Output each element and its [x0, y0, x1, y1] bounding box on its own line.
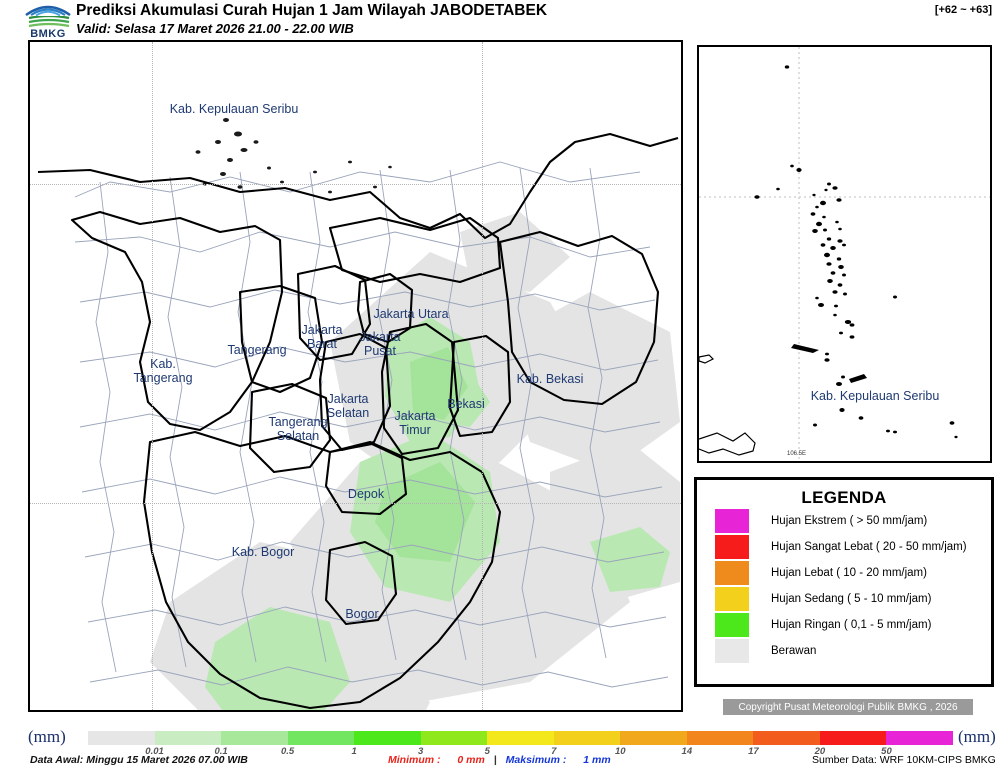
legend-row-hujan-ekstrem: Hujan Ekstrem ( > 50 mm/jam) [715, 508, 991, 534]
page-header: BMKG Prediksi Akumulasi Curah Hujan 1 Ja… [0, 0, 1000, 40]
colorbar-segment-6 [487, 731, 554, 745]
legend-row-hujan-sedang: Hujan Sedang ( 5 - 10 mm/jam) [715, 586, 991, 612]
gridline-lat-65s [30, 502, 681, 504]
legend-panel: LEGENDA Hujan Ekstrem ( > 50 mm/jam) Huja… [694, 477, 994, 687]
legend-row-hujan-lebat: Hujan Lebat ( 10 - 20 mm/jam) [715, 560, 991, 586]
colorbar-unit-right: (mm) [958, 727, 996, 746]
colorbar-tick-17: 17 [748, 746, 759, 757]
maksimum-value: 1 mm [583, 754, 611, 766]
minimum-label: Minimum : [388, 754, 441, 766]
main-map-panel[interactable]: Kab. Kepulauan Seribu Kab. Tangerang Tange… [28, 40, 683, 712]
colorbar-segment-4 [354, 731, 421, 745]
colorbar-tick-0.01: 0.01 [145, 746, 164, 757]
admin-boundaries [37, 118, 679, 710]
data-awal-text: Data Awal: Minggu 15 Maret 2026 07.00 WI… [30, 754, 248, 766]
precipitation-colorbar [88, 731, 953, 745]
legend-swatch-hujan-lebat [715, 561, 749, 585]
legend-rows: Hujan Ekstrem ( > 50 mm/jam) Hujan Sangat… [697, 508, 991, 664]
colorbar-segment-11 [819, 731, 887, 745]
gridline-lon-107e [482, 42, 484, 710]
legend-label-berawan: Berawan [771, 645, 817, 657]
colorbar-tick-10: 10 [615, 746, 626, 757]
legend-swatch-hujan-ekstrem [715, 509, 749, 533]
forecast-hour-range: [+62 ~ +63] [934, 4, 992, 16]
colorbar-tick-7: 7 [551, 746, 557, 757]
legend-row-berawan: Berawan [715, 638, 991, 664]
legend-label-hujan-sangat-lebat: Hujan Sangat Lebat ( 20 - 50 mm/jam) [771, 541, 967, 553]
colorbar-segment-5 [420, 731, 488, 745]
colorbar-tick-20: 20 [814, 746, 826, 757]
gridline-lat-6s [30, 184, 681, 186]
legend-row-hujan-ringan: Hujan Ringan ( 0,1 - 5 mm/jam) [715, 612, 991, 638]
gridline-lon-1065e [152, 42, 154, 710]
bmkg-logo: BMKG [22, 1, 74, 40]
bmkg-logo-waves [28, 16, 70, 28]
inset-islands [699, 47, 990, 461]
colorbar-tick-labels: 0.01 0.1 0.5 1 3 5 7 10 14 17 20 50 [88, 746, 953, 758]
sumber-data-text: Sumber Data: WRF 10KM-CIPS BMKG [812, 754, 996, 766]
colorbar-segment-2 [221, 731, 288, 745]
legend-label-hujan-lebat: Hujan Lebat ( 10 - 20 mm/jam) [771, 567, 927, 579]
colorbar-segment-0 [88, 731, 155, 745]
minmax-separator: | [493, 754, 497, 766]
maksimum-label: Maksimum : [505, 754, 567, 766]
colorbar-segment-8 [620, 731, 687, 745]
minimum-value: 0 mm [457, 754, 485, 766]
colorbar-segment-3 [287, 731, 355, 745]
legend-title: LEGENDA [801, 488, 887, 507]
colorbar-unit-left: (mm) [28, 727, 66, 746]
legend-swatch-hujan-sangat-lebat [715, 535, 749, 559]
legend-label-hujan-ekstrem: Hujan Ekstrem ( > 50 mm/jam) [771, 515, 928, 527]
page-title: Prediksi Akumulasi Curah Hujan 1 Jam Wil… [76, 2, 548, 19]
valid-time-subtitle: Valid: Selasa 17 Maret 2026 21.00 - 22.0… [76, 21, 354, 36]
legend-swatch-berawan [715, 639, 749, 663]
colorbar-segment-1 [154, 731, 222, 745]
colorbar-tick-3: 3 [418, 746, 424, 757]
inset-lon-tick: 106.5E [787, 451, 807, 457]
colorbar-tick-14: 14 [681, 746, 693, 757]
colorbar-tick-50: 50 [881, 746, 892, 757]
colorbar-tick-1: 1 [351, 746, 357, 757]
colorbar-segment-7 [553, 731, 621, 745]
legend-label-hujan-ringan: Hujan Ringan ( 0,1 - 5 mm/jam) [771, 619, 932, 631]
colorbar-tick-0.5: 0.5 [281, 746, 295, 757]
colorbar-segment-9 [686, 731, 754, 745]
colorbar-tick-5: 5 [484, 746, 490, 757]
colorbar-segment-12 [886, 731, 953, 745]
legend-swatch-hujan-sedang [715, 587, 749, 611]
legend-row-hujan-sangat-lebat: Hujan Sangat Lebat ( 20 - 50 mm/jam) [715, 534, 991, 560]
legend-label-hujan-sedang: Hujan Sedang ( 5 - 10 mm/jam) [771, 593, 932, 605]
precipitation-overlay [150, 212, 680, 710]
colorbar-segment-10 [753, 731, 820, 745]
inset-map-kepulauan-seribu[interactable]: Kab. Kepulauan Seribu 5.5S 106.5E [697, 45, 992, 463]
bmkg-logo-arcs [25, 5, 71, 17]
copyright-bar: Copyright Pusat Meteorologi Publik BMKG … [723, 699, 973, 715]
min-max-summary: Minimum : 0 mm | Maksimum : 1 mm [388, 754, 611, 766]
legend-swatch-hujan-ringan [715, 613, 749, 637]
bmkg-logo-text: BMKG [30, 28, 66, 40]
colorbar-tick-0.1: 0.1 [214, 746, 228, 757]
